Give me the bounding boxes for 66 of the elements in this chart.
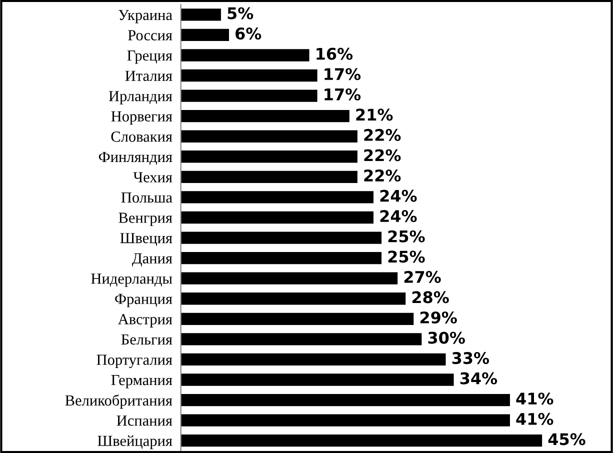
- bar: [180, 394, 510, 406]
- bar: [180, 49, 310, 62]
- data-label: 22%: [364, 169, 401, 182]
- y-tick-label: Испания: [116, 416, 172, 426]
- bar: [180, 232, 382, 244]
- data-label: 45%: [548, 433, 586, 446]
- bar: [180, 69, 318, 82]
- data-label: 25%: [388, 230, 425, 242]
- bar: [180, 191, 374, 204]
- y-tick-label: Россия: [128, 30, 172, 40]
- data-label: 34%: [460, 372, 498, 384]
- y-tick-label: Финляндия: [98, 152, 172, 165]
- y-tick-label: Норвегия: [111, 111, 172, 125]
- data-label: 28%: [412, 291, 449, 304]
- y-tick-label: Австрия: [118, 314, 172, 328]
- data-label: 16%: [316, 48, 353, 60]
- data-label: 24%: [380, 190, 417, 202]
- y-tick-label: Швеция: [120, 233, 172, 246]
- y-tick-label: Греция: [127, 50, 172, 64]
- data-label: 24%: [380, 210, 417, 222]
- y-tick-label: Португалия: [96, 354, 172, 368]
- y-tick-label: Украина: [118, 10, 172, 24]
- y-tick-label: Швейцария: [98, 435, 172, 450]
- bar: [180, 150, 358, 163]
- data-label: 22%: [364, 128, 401, 141]
- bar: [180, 374, 454, 386]
- data-label: 6%: [236, 28, 262, 40]
- y-tick-label: Великобритания: [65, 394, 172, 409]
- bar: [180, 252, 382, 264]
- bar: [180, 170, 358, 184]
- y-tick-label: Словакия: [111, 132, 172, 142]
- data-label: 5%: [228, 7, 254, 20]
- bar: [180, 130, 358, 142]
- y-tick-label: Германия: [111, 375, 172, 388]
- data-label: 25%: [388, 250, 425, 263]
- y-tick-label: Венгрия: [118, 212, 172, 226]
- y-tick-label: Польша: [121, 192, 172, 203]
- y-tick-label: Франция: [115, 294, 172, 308]
- data-label: 22%: [364, 149, 401, 162]
- bar: [180, 434, 542, 447]
- bar: [180, 90, 318, 102]
- y-tick-label: Ирландия: [108, 91, 172, 104]
- data-label: 33%: [452, 352, 490, 364]
- bar: [180, 272, 398, 284]
- data-label: 41%: [516, 392, 554, 405]
- data-label: 27%: [404, 270, 441, 283]
- bar: [180, 110, 350, 122]
- data-label: 17%: [324, 88, 361, 100]
- bar: [180, 312, 414, 325]
- bar: [180, 333, 422, 346]
- y-tick-label: Бельгия: [121, 334, 172, 345]
- y-tick-label: Чехия: [133, 172, 172, 182]
- data-label: 21%: [356, 108, 393, 121]
- y-tick-label: Дания: [132, 253, 172, 267]
- data-label: 41%: [516, 412, 554, 425]
- bar: [180, 414, 510, 426]
- bar: [180, 8, 221, 21]
- y-tick-label: Нидерланды: [91, 274, 172, 287]
- data-label: 30%: [428, 332, 465, 344]
- bar: [180, 28, 229, 42]
- bar: [180, 211, 374, 224]
- data-label: 17%: [324, 68, 361, 80]
- data-label: 29%: [420, 311, 457, 324]
- bar: [180, 353, 446, 366]
- y-tick-label: Италия: [125, 70, 172, 81]
- bar: [180, 292, 406, 305]
